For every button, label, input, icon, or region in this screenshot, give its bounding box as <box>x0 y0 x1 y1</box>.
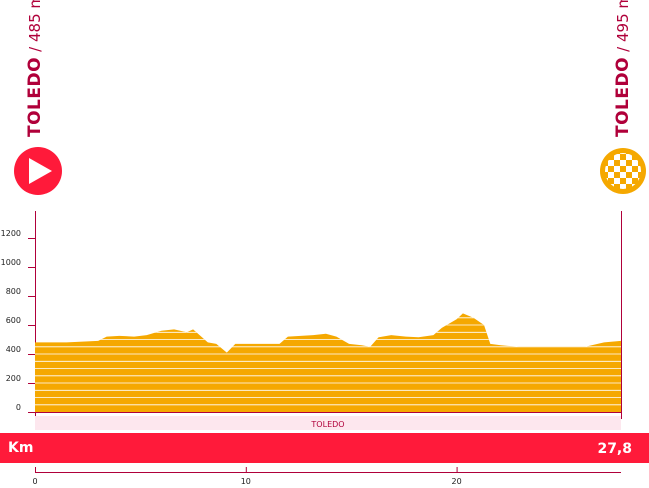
start-location-label: TOLEDO / 485 m. <box>25 0 45 137</box>
km-label: Km <box>8 440 33 456</box>
checkered-flag-icon <box>600 148 646 194</box>
x-axis: 0 10 20 <box>32 467 462 486</box>
x-tick-label: 0 <box>32 477 37 486</box>
km-bar <box>0 433 649 463</box>
y-tick-label: 200 <box>6 374 21 383</box>
x-tick-label: 20 <box>451 477 461 486</box>
start-altitude: / 485 m. <box>26 0 44 52</box>
y-tick-label: 1000 <box>1 258 21 267</box>
elevation-profile-area <box>35 313 621 412</box>
play-start-icon <box>14 147 62 195</box>
y-axis: 0 200 400 600 800 1000 1200 <box>1 229 35 413</box>
place-label: TOLEDO <box>310 420 344 429</box>
y-tick-label: 600 <box>6 316 21 325</box>
y-tick-label: 800 <box>6 287 21 296</box>
place-band <box>35 416 621 430</box>
x-tick-label: 10 <box>241 477 251 486</box>
finish-location-label: TOLEDO / 495 m. <box>613 0 633 137</box>
total-distance: 27,8 <box>597 441 632 457</box>
finish-altitude: / 495 m. <box>614 0 632 52</box>
y-tick-label: 1200 <box>1 229 21 238</box>
finish-city: TOLEDO <box>613 56 633 137</box>
y-tick-label: 400 <box>6 345 21 354</box>
y-tick-label: 0 <box>16 403 21 412</box>
start-city: TOLEDO <box>25 56 45 137</box>
